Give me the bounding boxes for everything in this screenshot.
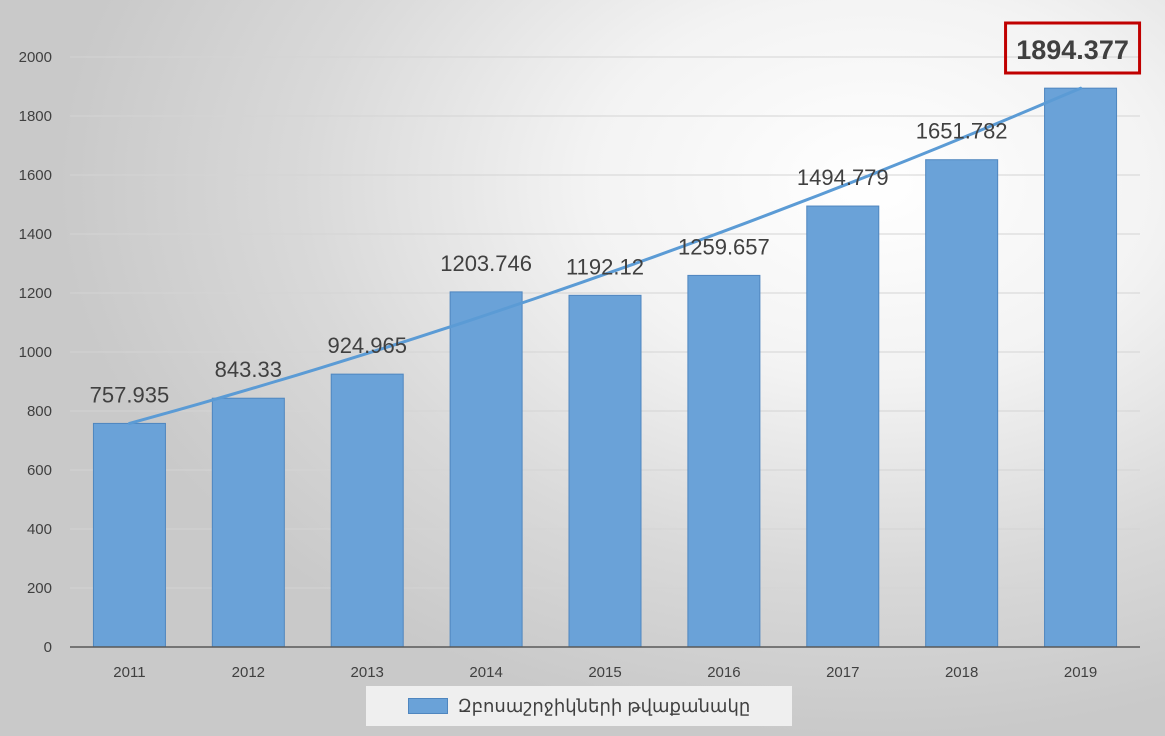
bar-2018 — [925, 159, 999, 648]
bar-2014 — [449, 291, 523, 648]
x-tick-label-2014: 2014 — [469, 664, 502, 680]
x-axis-ticks: 2011 2012 2013 2014 2015 2016 2017 2018 2019 — [113, 664, 1097, 681]
data-label-2013: 924.965 — [327, 333, 407, 358]
legend-swatch — [407, 698, 448, 714]
bars — [92, 87, 1118, 648]
data-label-2015: 1192.12 — [566, 254, 644, 279]
data-labels: 757.935 843.33 924.965 1203.746 1192.12 1259.… — [90, 21, 1142, 407]
y-tick-label: 1200 — [19, 285, 52, 302]
bar-2011 — [92, 422, 166, 648]
y-tick-label: 200 — [27, 580, 52, 597]
x-tick-label-2011: 2011 — [113, 664, 145, 680]
x-tick-label-2018: 2018 — [945, 664, 978, 680]
y-tick-label: 800 — [27, 403, 52, 420]
highlight-box — [1004, 21, 1142, 75]
x-tick-label-2013: 2013 — [351, 664, 384, 680]
legend: Զբոսաշրջիկների թվաքանակը — [366, 686, 792, 726]
bar-2013 — [330, 373, 404, 648]
legend-label: Զբոսաշրջիկների թվաքանակը — [457, 695, 751, 716]
y-tick-label: 0 — [44, 639, 52, 656]
y-tick-label: 600 — [27, 462, 52, 479]
y-tick-label: 1600 — [19, 167, 52, 184]
data-label-2018: 1651.782 — [916, 119, 1008, 144]
bar-2016 — [687, 274, 761, 648]
bar-2012 — [211, 397, 285, 648]
y-tick-label: 2000 — [19, 49, 52, 66]
y-tick-label: 400 — [27, 521, 52, 538]
bar-2015 — [568, 294, 642, 648]
x-tick-label-2016: 2016 — [707, 664, 740, 680]
trend-line — [127, 86, 1083, 425]
bar-2017 — [806, 205, 880, 648]
data-label-2019: 1894.377 — [1016, 35, 1129, 65]
data-label-2016: 1259.657 — [678, 234, 770, 259]
highlight-label-2019: 1894.377 — [1004, 21, 1142, 75]
x-tick-label-2012: 2012 — [232, 664, 265, 680]
x-tick-label-2019: 2019 — [1064, 664, 1097, 680]
data-label-2012: 843.33 — [215, 357, 282, 382]
data-label-2011: 757.935 — [90, 382, 170, 407]
y-tick-label: 1000 — [19, 344, 52, 361]
data-label-2017: 1494.779 — [797, 165, 889, 190]
x-tick-label-2017: 2017 — [826, 664, 859, 680]
bar-2019 — [1044, 87, 1118, 648]
x-tick-label-2015: 2015 — [588, 664, 621, 680]
bar-chart: 0 200 400 600 800 1000 1200 1400 1600 1800 2000 20… — [19, 21, 1142, 681]
data-label-2014: 1203.746 — [440, 251, 532, 276]
y-tick-label: 1400 — [19, 226, 52, 243]
y-tick-label: 1800 — [19, 108, 52, 125]
y-axis-ticks: 0 200 400 600 800 1000 1200 1400 1600 1800 2000 — [19, 49, 52, 656]
